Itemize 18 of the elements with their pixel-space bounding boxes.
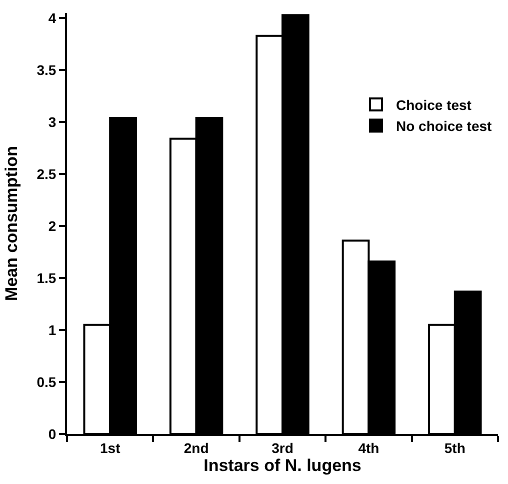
y-tick-label: 1 [48,322,56,338]
x-tick-label: 1st [100,440,121,456]
x-tick-label: 3rd [272,440,294,456]
x-tick-label: 4th [358,440,380,456]
legend-label: No choice test [396,118,492,134]
y-tick-label: 2.5 [36,166,56,182]
y-axis-title: Mean consumption [2,146,21,301]
y-tick-label: 4 [48,10,56,26]
legend-label: Choice test [396,96,472,113]
x-axis-title: Instars of N. lugens [204,456,362,475]
x-tick-label: 5th [444,440,466,456]
y-tick-label: 1.5 [36,270,56,286]
y-tick-label: 3.5 [36,62,56,78]
y-tick-label: 2 [48,218,56,234]
x-tick-label: 2nd [184,440,209,456]
y-tick-label: 3 [48,114,56,130]
y-tick-label: 0.5 [36,374,56,390]
y-tick-label: 0 [48,426,56,442]
